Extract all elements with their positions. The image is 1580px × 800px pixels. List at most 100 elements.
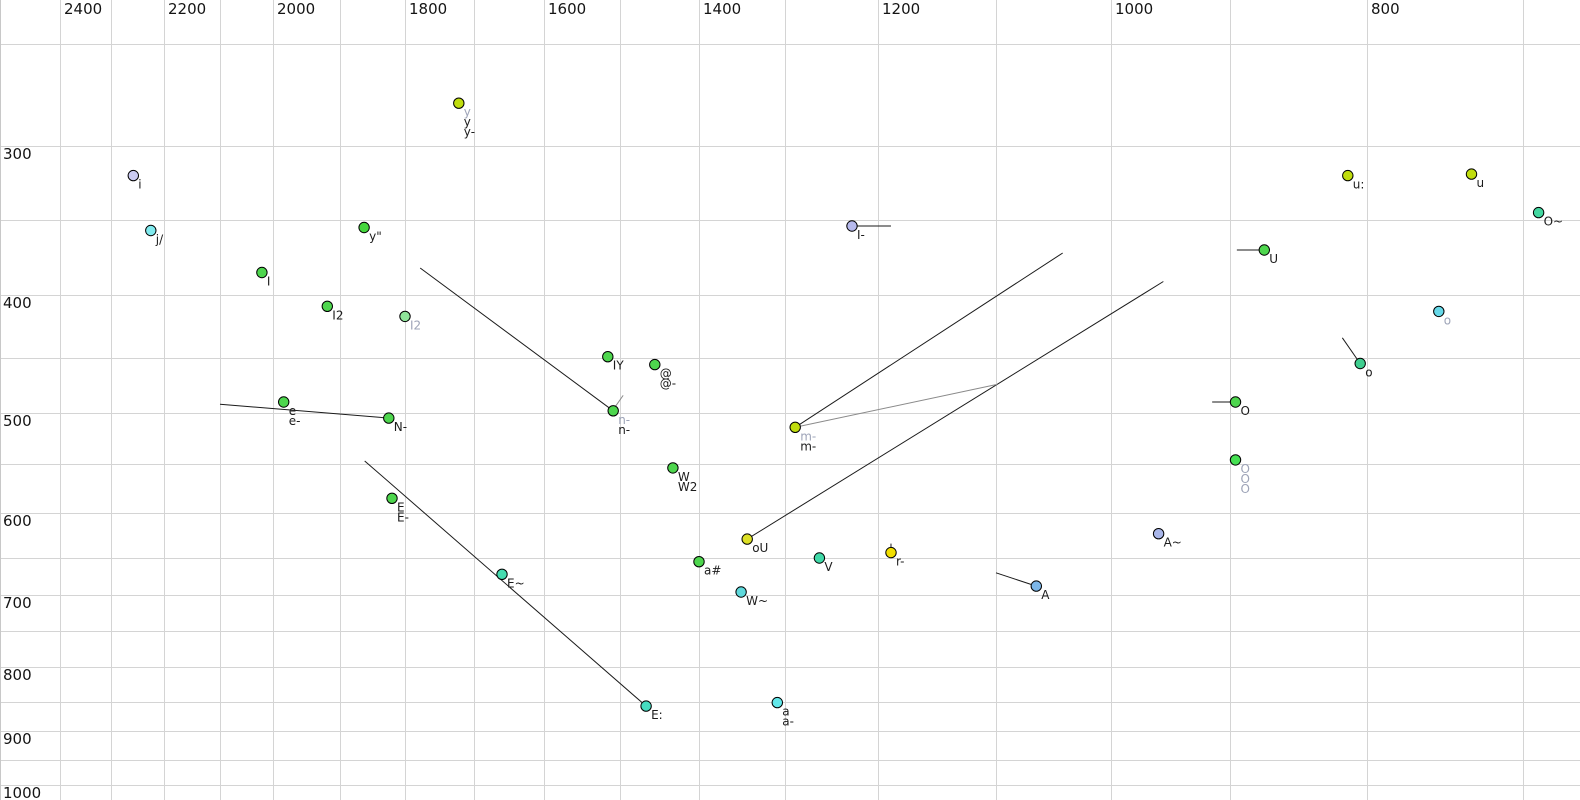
x-tick-label-800: 800 xyxy=(1371,0,1400,18)
point-a-tilde xyxy=(1152,528,1165,540)
x-tick-label-1600: 1600 xyxy=(548,0,586,18)
point-u-long xyxy=(1342,169,1354,182)
label-e: e xyxy=(289,404,296,418)
label-cap-o2: O xyxy=(1241,462,1250,476)
label-e-tilde: E~ xyxy=(507,576,525,590)
x-tick-label-2200: 2200 xyxy=(168,0,206,18)
label-w-tilde: W~ xyxy=(746,594,768,608)
label-cap-u: U xyxy=(1269,252,1278,266)
label-cap-n: N- xyxy=(394,420,407,434)
point-u xyxy=(1465,168,1478,180)
point-cap-i2-gray xyxy=(399,310,411,323)
y-tick-label-700: 700 xyxy=(3,594,32,612)
label-cap-i2: I2 xyxy=(332,308,343,322)
label-cap-o2-1: O xyxy=(1241,472,1250,486)
point-cap-u xyxy=(1258,244,1271,256)
label-u: u xyxy=(1477,176,1485,190)
x-tick-label-2000: 2000 xyxy=(277,0,315,18)
y-tick-label-300: 300 xyxy=(3,145,32,163)
label-a-hash: a# xyxy=(704,564,721,578)
x-tick-label-1200: 1200 xyxy=(882,0,920,18)
label-i-bar: I- xyxy=(857,228,865,242)
point-i xyxy=(127,169,140,182)
segment-m-long xyxy=(794,252,1063,428)
label-e-long: E: xyxy=(651,708,663,722)
label-ou: oU xyxy=(752,541,768,555)
point-r xyxy=(885,546,897,559)
label-y-2: y- xyxy=(464,125,475,139)
label-o: o xyxy=(1365,366,1372,380)
data-points xyxy=(127,97,1545,712)
point-cap-o2 xyxy=(1229,454,1242,466)
point-j-slash xyxy=(145,224,157,237)
label-m: m- xyxy=(800,429,816,443)
label-schwa: @ xyxy=(660,367,672,381)
label-y-1: y xyxy=(464,115,471,129)
label-m-1: m- xyxy=(800,439,816,453)
label-cap-i: I xyxy=(267,275,271,289)
segment-ou-long xyxy=(746,281,1164,540)
point-w xyxy=(667,462,679,474)
label-e-1: e- xyxy=(289,414,301,428)
point-cap-i xyxy=(256,266,268,279)
y-tick-label-400: 400 xyxy=(3,294,32,312)
point-e-tilde xyxy=(496,568,508,580)
point-o-gray xyxy=(1433,305,1445,318)
label-cap-e-1: E- xyxy=(397,510,409,524)
label-cap-o2-2: O xyxy=(1241,482,1250,496)
label-a-tilde: A~ xyxy=(1164,536,1182,550)
label-cap-i2-gray: I2 xyxy=(410,318,421,332)
point-cap-o-tilde xyxy=(1532,206,1545,219)
x-tick-label-1800: 1800 xyxy=(409,0,447,18)
point-cap-e xyxy=(386,492,398,504)
point-ou xyxy=(741,533,753,545)
segment-cap-a-line xyxy=(995,572,1037,587)
point-cap-n xyxy=(383,412,395,424)
point-a-hash xyxy=(693,556,705,568)
x-tick-label-1000: 1000 xyxy=(1115,0,1153,18)
label-cap-e: E xyxy=(397,500,405,514)
y-tick-label-1000: 1000 xyxy=(3,784,41,800)
point-y xyxy=(453,97,465,109)
point-y-quote xyxy=(358,221,370,234)
x-tick-label-1400: 1400 xyxy=(703,0,741,18)
label-y-quote: y" xyxy=(369,230,382,244)
y-tick-label-900: 900 xyxy=(3,730,32,748)
segment-e-to-n xyxy=(219,403,389,419)
label-a: a xyxy=(782,705,789,719)
y-tick-label-500: 500 xyxy=(3,412,32,430)
y-tick-label-800: 800 xyxy=(3,666,32,684)
point-o xyxy=(1354,357,1366,370)
label-u-long: u: xyxy=(1353,178,1365,192)
y-tick-label-600: 600 xyxy=(3,512,32,530)
segment-m-gray xyxy=(795,383,998,428)
point-n xyxy=(607,405,619,417)
segment-n-long xyxy=(419,267,614,412)
label-cap-o-tilde: O~ xyxy=(1544,215,1564,229)
point-e xyxy=(278,396,290,408)
label-iy: IY xyxy=(613,359,625,373)
segment-e-long-line xyxy=(364,460,647,707)
label-i: i xyxy=(138,178,141,192)
point-cap-i2 xyxy=(321,300,333,312)
point-cap-a xyxy=(1030,580,1043,592)
label-w-1: W2 xyxy=(678,480,698,494)
point-iy xyxy=(602,351,614,363)
point-i-bar xyxy=(846,220,858,232)
segments xyxy=(219,225,1361,707)
label-cap-o: O xyxy=(1241,404,1250,418)
label-v: V xyxy=(824,560,833,574)
point-v xyxy=(813,552,826,564)
label-a-1: a- xyxy=(782,715,794,729)
point-cap-o xyxy=(1229,396,1242,408)
point-m xyxy=(789,421,801,433)
label-y: y xyxy=(464,105,471,119)
label-cap-a: A xyxy=(1041,588,1050,602)
x-tick-label-2400: 2400 xyxy=(64,0,102,18)
point-schwa xyxy=(649,358,661,371)
label-j-slash: j/ xyxy=(155,233,164,247)
